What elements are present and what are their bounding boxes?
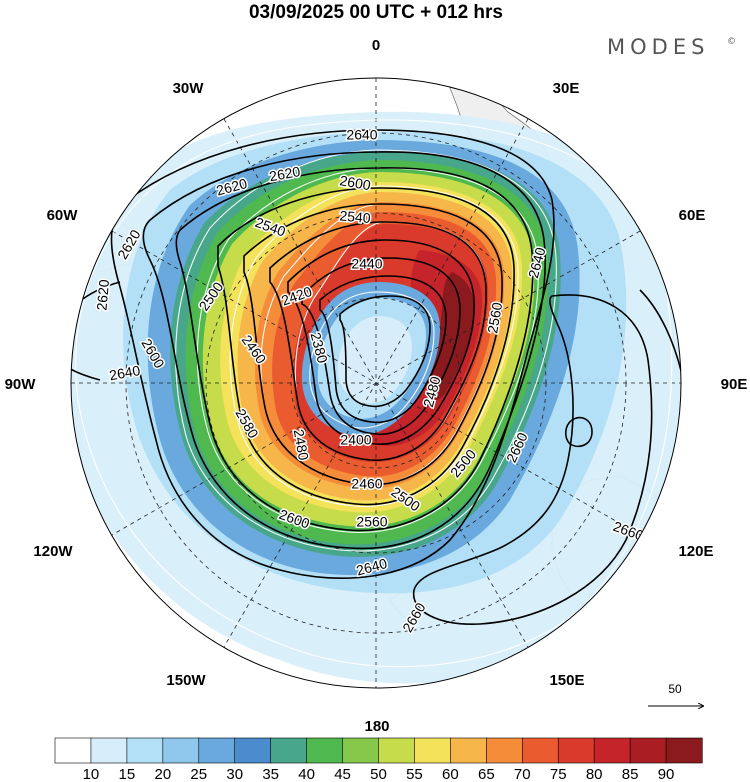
- colorbar-tick-label: 50: [370, 766, 387, 782]
- colorbar-swatch: [378, 737, 416, 764]
- lon-label-120w: 120W: [33, 543, 73, 560]
- colorbar-tick-label: 85: [622, 766, 639, 782]
- colorbar-swatch: [126, 737, 164, 764]
- streamline: [309, 291, 435, 429]
- colorbar-swatch: [593, 737, 631, 764]
- contour-2420: [301, 257, 461, 436]
- contour-label: 2480: [291, 428, 312, 462]
- lon-label-0: 0: [372, 37, 380, 54]
- colorbar-swatch: [557, 737, 595, 764]
- wind-speed-colorbar: 10 15 20 25 30 35 40 45 50 55 60 65 70 75 80 85 90: [54, 737, 703, 782]
- colorbar-tick-label: 30: [226, 766, 243, 782]
- contour-2660-wide: [412, 294, 653, 625]
- colorbar-swatch: [234, 737, 272, 764]
- colorbar-tick-label: 10: [83, 766, 100, 782]
- streamline: [175, 149, 557, 552]
- lon-label-30e: 30E: [553, 80, 580, 97]
- lon-label-150e: 150E: [549, 672, 584, 689]
- contour-label: 2400: [340, 432, 371, 448]
- colorbar-swatch: [198, 737, 236, 764]
- colorbar-swatch: [521, 737, 559, 764]
- contour-2500: [269, 221, 487, 461]
- contour-2640: [110, 129, 555, 579]
- streamline: [196, 167, 539, 534]
- colorbar-tick-label: 35: [262, 766, 279, 782]
- wind-band-90: [427, 272, 475, 401]
- colorbar-tick-label: 90: [658, 766, 675, 782]
- map-boundary: [70, 77, 682, 689]
- contour-2460: [287, 239, 475, 445]
- lon-label-30w: 30W: [173, 80, 205, 97]
- colorbar-tick-label: 45: [334, 766, 351, 782]
- contour-label: 2640: [346, 127, 377, 143]
- meridian-60w-120e: [111, 230, 641, 536]
- contour-label: 2440: [351, 256, 382, 272]
- colorbar-swatch: [270, 737, 308, 764]
- contour-2540: [243, 203, 503, 486]
- colorbar-tick-label: 40: [298, 766, 315, 782]
- colorbar-swatch: [629, 737, 667, 764]
- colorbar-swatch: [486, 737, 523, 764]
- chart-title: 03/09/2025 00 UTC + 012 hrs: [249, 2, 503, 23]
- colorbar-tick-label: 20: [154, 766, 171, 782]
- contour-label: 2620: [93, 278, 112, 311]
- lon-label-60e: 60E: [679, 207, 706, 224]
- brand-copyright-mark: ©: [727, 37, 736, 47]
- lon-label-180: 180: [364, 718, 389, 735]
- colorbar-swatch: [665, 737, 703, 764]
- contour-2640-west: [71, 281, 121, 381]
- lon-label-120e: 120E: [678, 543, 713, 560]
- contour-2400: [319, 275, 447, 424]
- colorbar-tick-label: 60: [442, 766, 459, 782]
- colorbar-tick-label: 70: [514, 766, 531, 782]
- contour-label: 2540: [339, 207, 372, 226]
- lon-label-60w: 60W: [47, 207, 79, 224]
- colorbar-swatch: [162, 737, 200, 764]
- contour-2380: [339, 295, 431, 408]
- colorbar-swatch: [54, 737, 92, 764]
- contour-label: 2460: [351, 476, 382, 492]
- colorbar-tick-label: 15: [119, 766, 136, 782]
- colorbar-tick-label: 55: [406, 766, 423, 782]
- contour-label: 2560: [356, 514, 387, 530]
- reference-vector-label: 50: [668, 682, 682, 696]
- reference-vector: 50: [648, 682, 703, 706]
- lon-label-90w: 90W: [5, 376, 37, 393]
- streamline: [229, 185, 519, 508]
- lon-label-150w: 150W: [166, 672, 206, 689]
- longitude-labels: 0 30E 60E 90E 120E 150E 180 150W 120W 90…: [5, 37, 748, 735]
- contour-2560: [217, 187, 515, 506]
- contour-2660-arc: [639, 289, 681, 501]
- wind-core-calm: [337, 316, 412, 404]
- contour-2660-loop: [564, 416, 593, 448]
- colorbar-tick-label: 80: [586, 766, 603, 782]
- colorbar-tick-label: 75: [550, 766, 567, 782]
- graticule: [71, 78, 681, 688]
- brand-logo: MODES: [607, 35, 709, 59]
- colorbar-tick-label: 65: [478, 766, 495, 782]
- contour-2600: [175, 167, 534, 532]
- contour-2620: [142, 151, 546, 550]
- colorbar-swatch: [306, 737, 344, 764]
- colorbar-swatch: [450, 737, 487, 764]
- colorbar-tick-label: 25: [190, 766, 207, 782]
- colorbar-swatch: [90, 737, 128, 764]
- height-contours: [71, 129, 681, 625]
- lon-label-90e: 90E: [721, 376, 748, 393]
- colorbar-swatch: [342, 737, 380, 764]
- colorbar-swatch: [414, 737, 451, 764]
